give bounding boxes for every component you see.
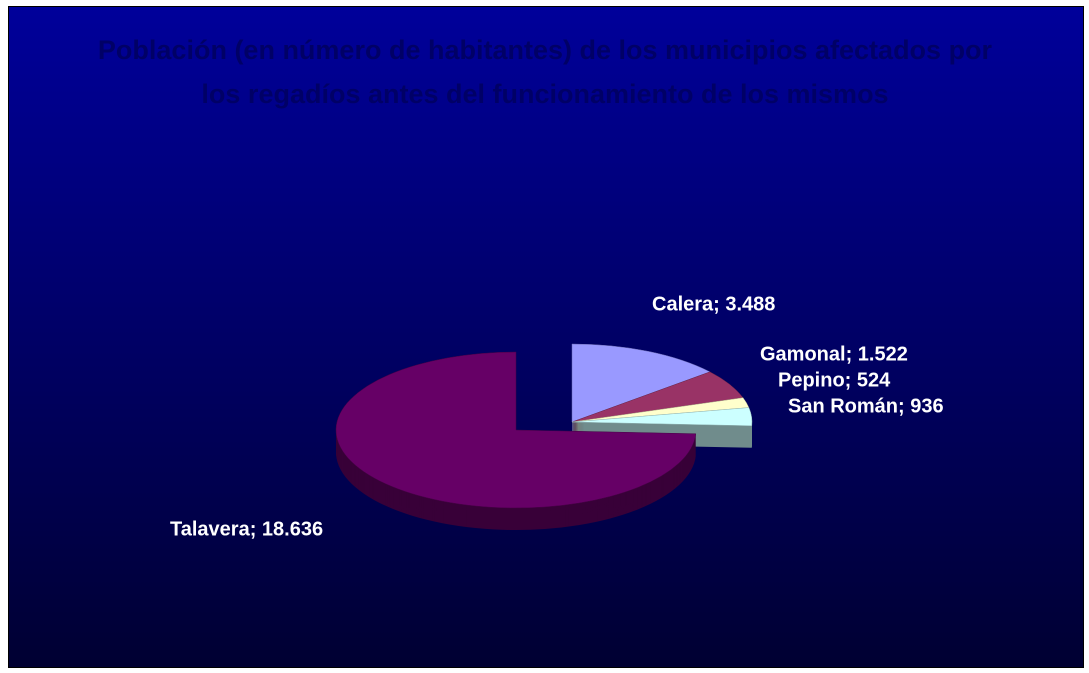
slice	[335, 351, 697, 509]
slice	[571, 407, 753, 427]
data-label: Talavera; 18.636	[170, 518, 323, 540]
data-label: Calera; 3.488	[652, 293, 775, 315]
data-label: San Román; 936	[788, 395, 944, 417]
slice	[571, 343, 711, 423]
data-label: Pepino; 524	[778, 369, 891, 391]
data-label: Gamonal; 1.522	[760, 343, 908, 365]
chart-title: Población (en número de habitantes) de l…	[97, 35, 993, 109]
chart-area	[8, 6, 1084, 668]
